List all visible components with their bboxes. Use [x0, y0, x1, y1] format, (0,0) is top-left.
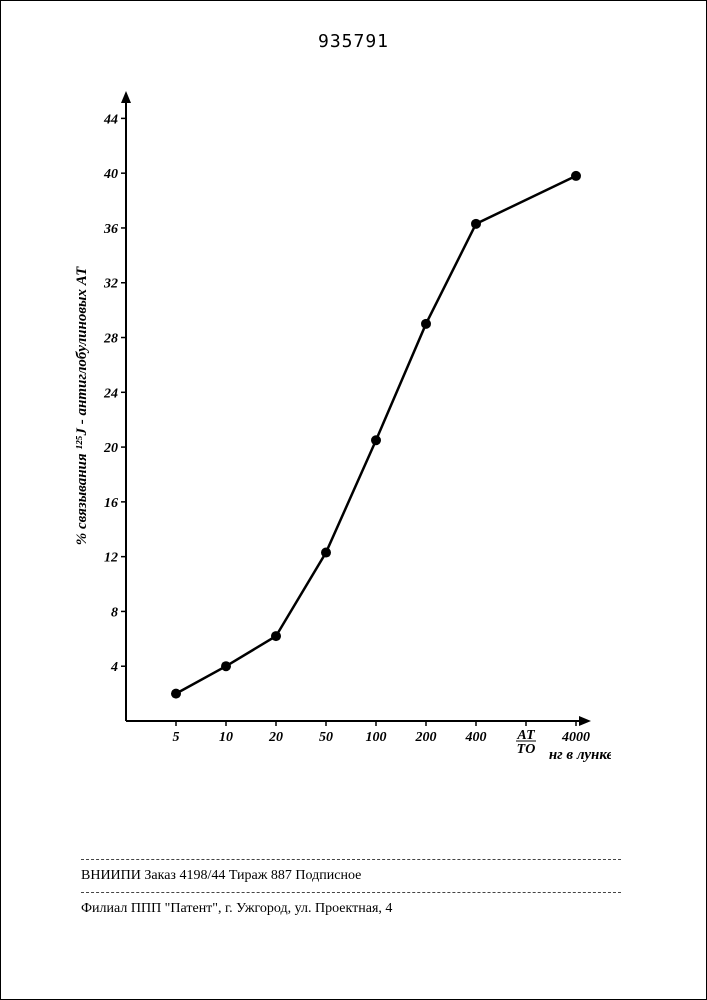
- svg-text:400: 400: [465, 730, 487, 745]
- svg-text:20: 20: [268, 730, 283, 745]
- svg-text:36: 36: [103, 222, 118, 237]
- footer-line-2: Филиал ППП "Патент", г. Ужгород, ул. Про…: [81, 899, 621, 919]
- svg-text:24: 24: [103, 386, 118, 401]
- svg-text:50: 50: [319, 730, 333, 745]
- svg-text:28: 28: [103, 332, 118, 347]
- svg-text:44: 44: [103, 112, 118, 127]
- svg-text:100: 100: [366, 730, 387, 745]
- svg-text:10: 10: [219, 730, 233, 745]
- svg-text:32: 32: [103, 277, 118, 292]
- footer-line-1: ВНИИПИ Заказ 4198/44 Тираж 887 Подписное: [81, 866, 621, 886]
- document-number: 935791: [318, 31, 389, 52]
- footer-block: ВНИИПИ Заказ 4198/44 Тираж 887 Подписное…: [81, 853, 621, 919]
- svg-text:8: 8: [111, 605, 118, 620]
- svg-text:200: 200: [415, 730, 437, 745]
- footer-rule-top: [81, 859, 621, 860]
- svg-text:16: 16: [104, 496, 118, 511]
- svg-text:40: 40: [103, 167, 118, 182]
- svg-text:4: 4: [110, 660, 118, 675]
- footer-rule-mid: [81, 892, 621, 893]
- binding-chart: 4 8 12 16 20 24 28 32 36 40 44 5 10 20 50 100 200 400 4000…: [71, 81, 611, 781]
- page: 935791 4 8 12 16 20 24 28 32 36 40 44 5 10 20 50 100 200…: [0, 0, 707, 1000]
- chart-svg: 4 8 12 16 20 24 28 32 36 40 44 5 10 20 50 100 200 400 4000…: [71, 81, 611, 781]
- svg-text:4000: 4000: [561, 730, 590, 745]
- svg-text:5: 5: [173, 730, 180, 745]
- svg-text:12: 12: [104, 551, 118, 566]
- svg-text:% связывания ¹²⁵J - антиглобул: % связывания ¹²⁵J - антиглобулиновых АТ: [74, 266, 90, 545]
- svg-text:нг в лунке: нг в лунке: [549, 747, 611, 763]
- svg-text:20: 20: [103, 441, 118, 456]
- svg-text:ТО: ТО: [517, 742, 536, 757]
